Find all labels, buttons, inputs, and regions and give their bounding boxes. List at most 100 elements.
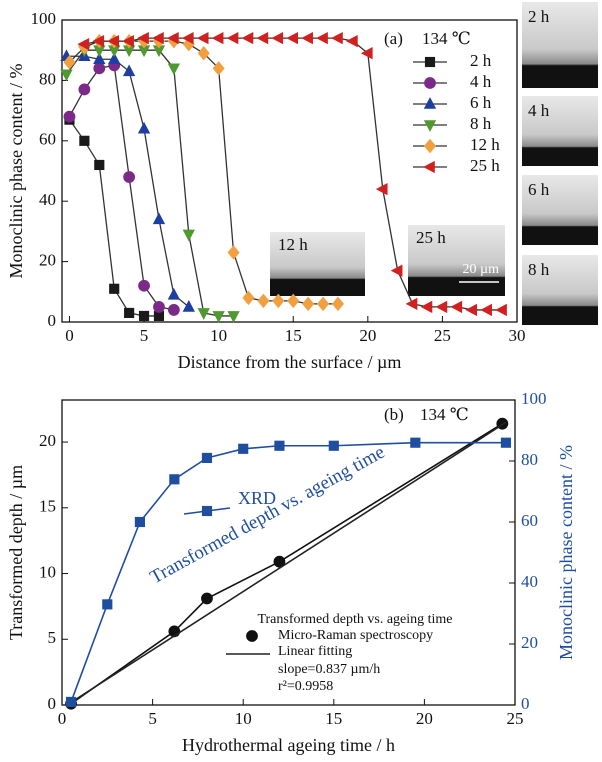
y-tick-label: 100: [31, 9, 57, 28]
marker: [108, 52, 121, 65]
marker: [153, 300, 165, 313]
marker: [138, 279, 150, 292]
marker: [450, 300, 463, 314]
marker: [500, 437, 512, 448]
marker: [316, 31, 328, 45]
micrograph-label: 2 h: [528, 7, 550, 26]
series-line: [68, 64, 175, 311]
y-tick-label: 60: [39, 130, 56, 149]
series-line: [70, 441, 506, 703]
marker: [102, 599, 113, 610]
marker: [271, 31, 284, 45]
marker: [405, 297, 418, 311]
fit-note: slope=0.837 µm/h: [278, 662, 380, 677]
x-tick-label: 10: [235, 709, 252, 728]
marker: [63, 110, 76, 123]
x-tick-label: 15: [325, 709, 342, 728]
marker: [420, 300, 433, 314]
y2-tick-label: 20: [521, 633, 538, 652]
marker: [423, 160, 435, 174]
marker: [201, 505, 213, 517]
marker: [246, 630, 258, 642]
marker: [79, 135, 90, 146]
marker: [167, 287, 181, 300]
marker: [423, 120, 437, 132]
marker: [60, 69, 73, 82]
inset-label: 25 h: [416, 228, 446, 247]
marker: [423, 138, 437, 154]
series-line: [70, 421, 507, 704]
marker: [181, 31, 194, 45]
marker: [77, 37, 90, 51]
y2-axis-title: Monoclinic phase content / %: [556, 445, 576, 660]
marker: [390, 264, 403, 277]
scale-bar-label: 20 µm: [463, 262, 500, 277]
x-tick-label: 15: [285, 326, 302, 345]
legend-label: Micro-Raman spectroscopy: [278, 628, 433, 643]
x-tick-label: 10: [210, 326, 227, 345]
marker: [182, 229, 195, 242]
marker: [360, 47, 373, 60]
y2-tick-label: 0: [521, 694, 530, 713]
legend-label: 12 h: [470, 135, 500, 154]
plot-frame: [61, 19, 518, 323]
marker: [201, 592, 213, 605]
marker: [169, 474, 180, 485]
marker: [167, 304, 180, 316]
marker: [242, 290, 255, 306]
y-tick-label: 20: [39, 251, 56, 270]
marker: [137, 31, 149, 45]
x-tick-label: 5: [140, 326, 149, 345]
legend-label: 25 h: [470, 156, 500, 175]
inset-label: 12 h: [278, 235, 308, 254]
micrograph-label: 8 h: [528, 260, 550, 279]
marker: [123, 171, 136, 183]
marker: [63, 55, 76, 70]
plot-frame: [61, 399, 516, 706]
marker: [226, 31, 239, 45]
trend-annotation: Transformed depth vs. ageing time: [147, 442, 389, 589]
marker: [227, 311, 240, 323]
marker: [107, 34, 120, 48]
marker: [93, 62, 106, 75]
y2-tick-label: 60: [521, 511, 538, 530]
y-tick-label: 0: [48, 311, 57, 330]
marker: [423, 97, 437, 109]
marker: [331, 296, 345, 312]
marker: [167, 63, 181, 76]
marker: [480, 303, 492, 317]
panel-label: (b): [384, 405, 404, 424]
inset-micrograph: [408, 225, 505, 296]
marker: [257, 293, 270, 309]
x-axis-title: Hydrothermal ageing time / h: [182, 735, 395, 755]
marker: [197, 45, 210, 61]
x-tick-label: 0: [58, 709, 67, 728]
micrograph: [522, 2, 598, 88]
fit-note: r²=0.9958: [278, 679, 333, 694]
marker: [212, 61, 225, 76]
marker: [137, 121, 151, 134]
marker: [182, 299, 195, 312]
marker: [109, 283, 120, 294]
legend-title: Transformed depth vs. ageing time: [257, 612, 452, 627]
x-tick-label: 0: [65, 326, 74, 345]
marker: [238, 443, 249, 454]
legend-label: 8 h: [470, 114, 492, 133]
marker: [212, 311, 225, 323]
marker: [92, 34, 105, 48]
marker: [435, 300, 448, 314]
marker: [78, 83, 91, 96]
micrograph: [522, 96, 598, 166]
marker: [272, 293, 285, 309]
marker: [302, 296, 315, 312]
x-tick-label: 25: [434, 326, 451, 345]
legend-label: Linear fitting: [278, 644, 352, 659]
marker: [375, 182, 388, 196]
y-tick-label: 20: [39, 431, 56, 450]
marker: [424, 77, 436, 89]
marker: [152, 31, 164, 45]
y-tick-label: 15: [39, 497, 56, 516]
marker: [227, 245, 240, 260]
